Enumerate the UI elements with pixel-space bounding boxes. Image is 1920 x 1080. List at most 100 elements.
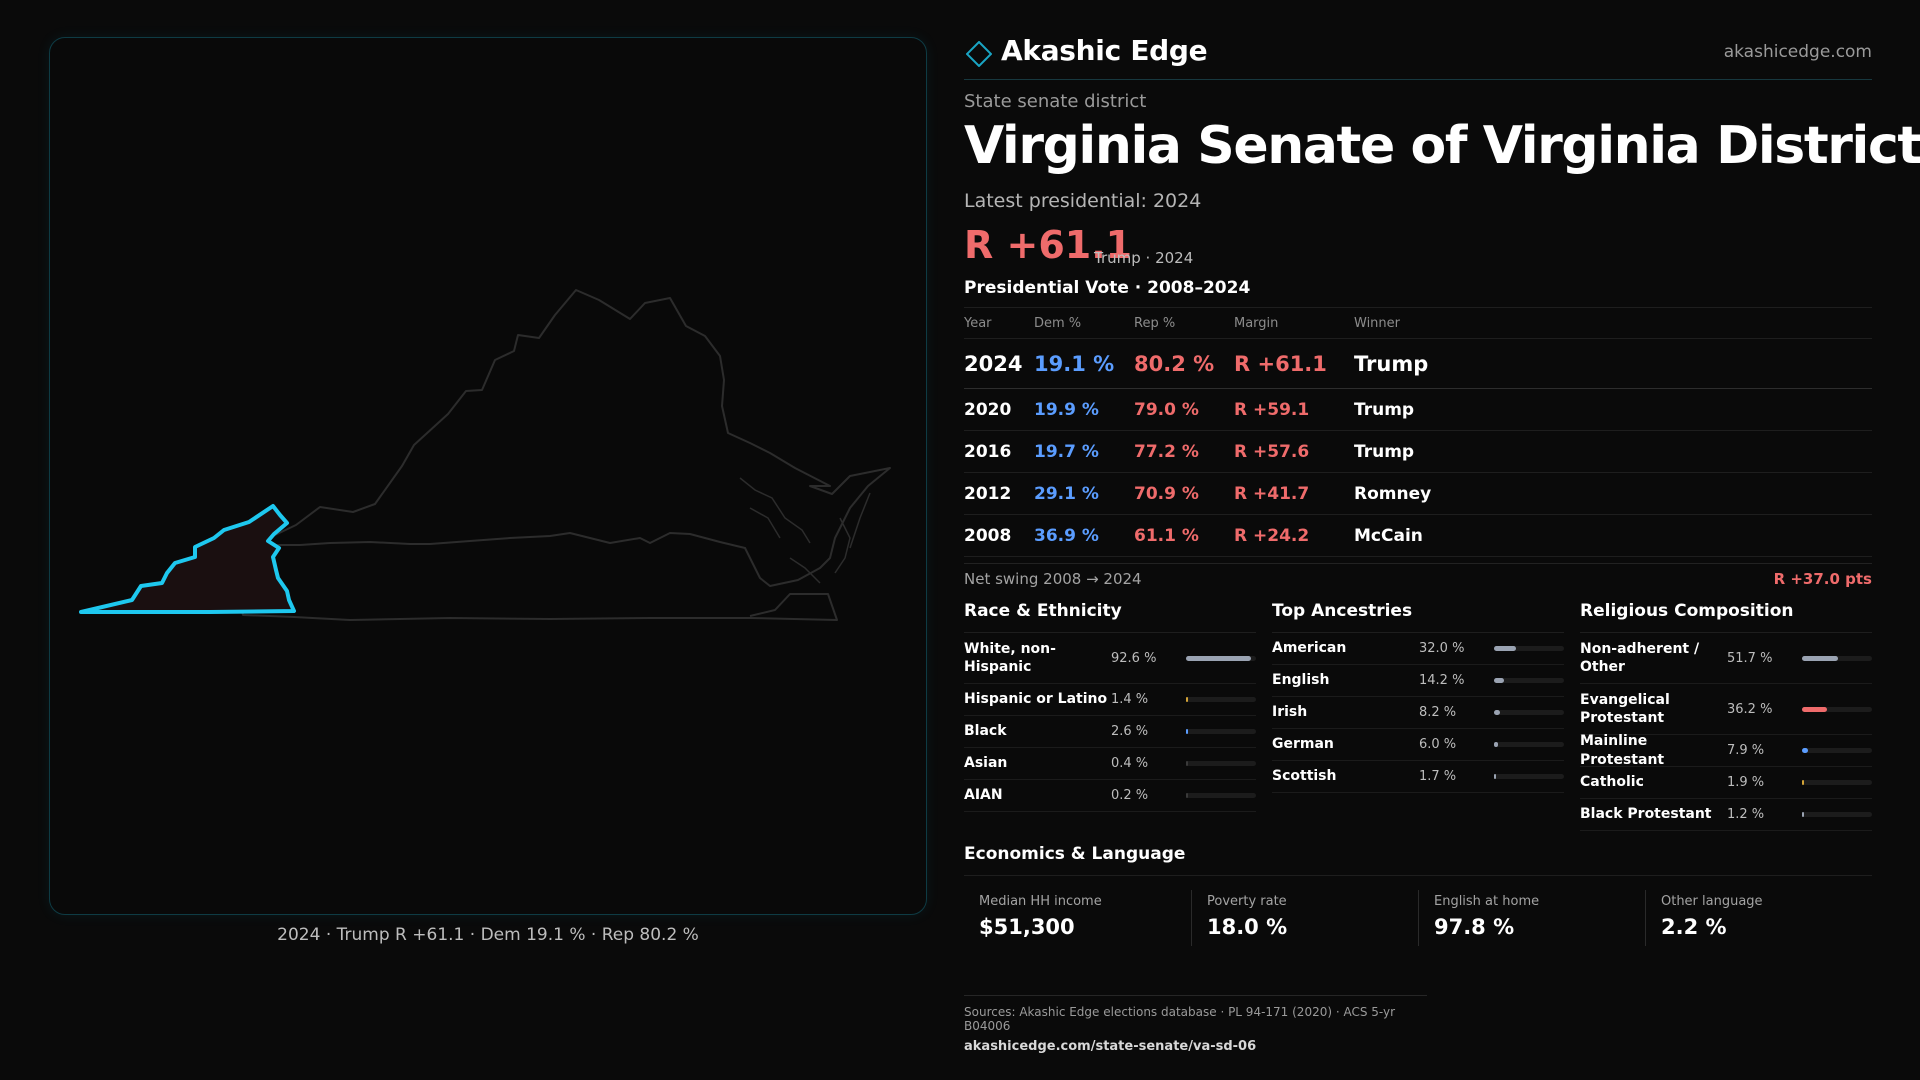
demo-bar-fill <box>1186 697 1188 702</box>
headline-margin-meta: Trump · 2024 <box>1094 249 1194 267</box>
economics-grid: Median HH income $51,300 Poverty rate 18… <box>964 890 1872 946</box>
religion-title: Religious Composition <box>1580 601 1872 633</box>
row-margin: R +61.1 <box>1234 351 1327 376</box>
economics-title: Economics & Language <box>964 844 1872 876</box>
list-item: German 6.0 % <box>1272 729 1564 761</box>
list-item: Hispanic or Latino 1.4 % <box>964 684 1256 716</box>
demo-bar <box>1494 774 1564 779</box>
row-year: 2020 <box>964 399 1012 420</box>
diamond-icon <box>966 41 992 67</box>
demo-label: Asian <box>964 755 1008 772</box>
row-rep: 70.9 % <box>1134 483 1199 504</box>
list-item: Black Protestant 1.2 % <box>1580 799 1872 831</box>
district-map[interactable] <box>49 37 927 915</box>
row-year: 2016 <box>964 441 1012 462</box>
demo-value: 14.2 % <box>1419 673 1465 688</box>
econ-cell: Median HH income $51,300 <box>964 890 1191 946</box>
demo-label: English <box>1272 672 1330 689</box>
demo-bar <box>1802 812 1872 817</box>
demo-bar-fill <box>1802 706 1828 712</box>
econ-label: English at home <box>1433 894 1540 909</box>
latest-presidential: Latest presidential: 2024 <box>964 190 1202 212</box>
demo-label: Black Protestant <box>1580 806 1712 823</box>
net-swing: Net swing 2008 → 2024 R +37.0 pts <box>964 563 1872 593</box>
demo-bar <box>1186 655 1256 661</box>
demo-value: 6.0 % <box>1419 737 1457 752</box>
demo-value: 51.7 % <box>1727 650 1773 666</box>
ancestries-panel: Top Ancestries American 32.0 % English 1… <box>1272 601 1564 793</box>
demo-value: 92.6 % <box>1111 650 1157 666</box>
demo-bar <box>1802 655 1872 661</box>
row-winner: McCain <box>1354 525 1423 546</box>
list-item: American 32.0 % <box>1272 633 1564 665</box>
demo-bar-fill <box>1802 748 1808 753</box>
net-swing-label: Net swing 2008 → 2024 <box>964 569 1142 588</box>
demo-label: Non-adherent / Other <box>1580 640 1700 675</box>
row-year: 2012 <box>964 483 1012 504</box>
footer-link[interactable]: akashicedge.com/state-senate/va-sd-06 <box>964 1039 1257 1054</box>
demo-value: 1.2 % <box>1727 807 1765 822</box>
net-swing-value: R +37.0 pts <box>1773 569 1872 588</box>
page-kicker: State senate district <box>964 91 1147 112</box>
row-margin: R +59.1 <box>1234 399 1310 420</box>
demo-label: Evangelical Protestant <box>1580 691 1670 726</box>
col-winner: Winner <box>1354 315 1401 331</box>
row-rep: 80.2 % <box>1134 351 1215 376</box>
list-item: Black 2.6 % <box>964 716 1256 748</box>
row-winner: Romney <box>1354 483 1432 504</box>
demo-bar <box>1186 793 1256 798</box>
sources-text: Sources: Akashic Edge elections database… <box>964 1005 1396 1033</box>
demo-bar <box>1494 646 1564 651</box>
presidential-vote-table: Year Dem % Rep % Margin Winner 2024 19.1… <box>964 307 1872 557</box>
demo-bar-fill <box>1802 780 1804 785</box>
demo-label: Black <box>964 723 1007 740</box>
brand-name[interactable]: Akashic Edge <box>1001 34 1208 67</box>
brand-url[interactable]: akashicedge.com <box>1723 42 1872 62</box>
demo-value: 2.6 % <box>1111 724 1149 739</box>
row-dem: 19.9 % <box>1034 399 1099 420</box>
table-row: 2024 19.1 % 80.2 % R +61.1 Trump <box>964 339 1872 389</box>
list-item: Mainline Protestant 7.9 % <box>1580 733 1872 768</box>
demo-bar-fill <box>1802 655 1839 661</box>
ancestries-title: Top Ancestries <box>1272 601 1564 633</box>
list-item: Irish 8.2 % <box>1272 697 1564 729</box>
demo-label: American <box>1272 640 1347 657</box>
list-item: Scottish 1.7 % <box>1272 761 1564 793</box>
map-caption: 2024 · Trump R +61.1 · Dem 19.1 % · Rep … <box>277 925 699 945</box>
econ-cell: English at home 97.8 % <box>1417 890 1645 946</box>
demo-value: 36.2 % <box>1727 701 1773 717</box>
table-row: 2016 19.7 % 77.2 % R +57.6 Trump <box>964 431 1872 473</box>
demo-value: 0.4 % <box>1111 756 1149 771</box>
row-year: 2008 <box>964 525 1012 546</box>
demo-bar-fill <box>1186 655 1251 661</box>
demo-bar <box>1802 748 1872 753</box>
district-profile: Akashic Edge akashicedge.com State senat… <box>964 0 1920 1080</box>
econ-label: Median HH income <box>979 894 1102 909</box>
table-row: 2008 36.9 % 61.1 % R +24.2 McCain <box>964 515 1872 557</box>
demo-bar-fill <box>1186 729 1188 734</box>
table-row: 2020 19.9 % 79.0 % R +59.1 Trump <box>964 389 1872 431</box>
list-item: Evangelical Protestant 36.2 % <box>1580 684 1872 735</box>
demo-label: Catholic <box>1580 774 1644 791</box>
demo-label: Irish <box>1272 704 1308 721</box>
religion-panel: Religious Composition Non-adherent / Oth… <box>1580 601 1872 831</box>
col-year: Year <box>964 315 992 331</box>
demo-bar-fill <box>1494 646 1517 651</box>
race-ethnicity-title: Race & Ethnicity <box>964 601 1256 633</box>
demo-bar-fill <box>1494 742 1499 747</box>
list-item: Catholic 1.9 % <box>1580 767 1872 799</box>
econ-label: Other language <box>1660 894 1763 909</box>
demo-bar <box>1802 706 1872 712</box>
headline-margin: R +61.1 <box>964 223 1133 267</box>
row-rep: 61.1 % <box>1134 525 1199 546</box>
demo-label: Scottish <box>1272 768 1337 785</box>
demo-bar-fill <box>1802 812 1804 817</box>
demo-bar <box>1186 761 1256 766</box>
econ-value: 2.2 % <box>1660 915 1727 939</box>
demo-bar-fill <box>1494 774 1496 779</box>
row-dem: 19.1 % <box>1034 351 1115 376</box>
brand-bar: Akashic Edge akashicedge.com <box>964 34 1872 80</box>
econ-value: 18.0 % <box>1206 915 1288 939</box>
demo-value: 1.4 % <box>1111 692 1149 707</box>
econ-value: $51,300 <box>979 915 1075 939</box>
